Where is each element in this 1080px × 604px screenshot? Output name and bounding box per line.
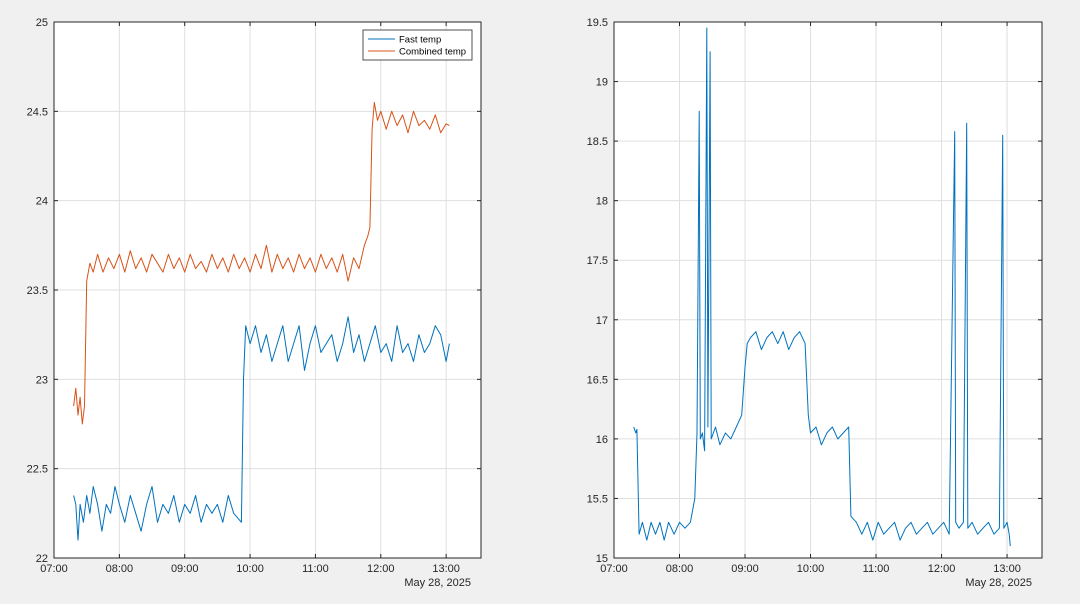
- x-tick-label: 09:00: [731, 563, 759, 575]
- chart-1: 07:00 08:00 09:00 10:00 11:00 12:00 13:00 22 22.…: [27, 17, 482, 589]
- series-line-2: [73, 101, 450, 425]
- y-tick-label: 16: [596, 434, 608, 446]
- y-tick-label: 18.5: [587, 136, 608, 148]
- axes-box: [613, 21, 1043, 559]
- x-tick-label: 08:00: [666, 563, 694, 575]
- y-tick-label: 15: [596, 553, 608, 565]
- x-tick-label: 10:00: [236, 563, 264, 575]
- y-tick-label: 18: [596, 196, 608, 208]
- legend-box: [362, 29, 473, 61]
- y-tick-label: 23.5: [27, 285, 48, 297]
- y-tick-label: 19: [596, 77, 608, 89]
- plot-area: [614, 22, 1042, 558]
- x-tick-label: 12:00: [367, 563, 395, 575]
- y-tick-label: 17: [596, 315, 608, 327]
- y-tick-label: 15.5: [587, 493, 608, 505]
- legend-label: Fast temp: [399, 35, 441, 46]
- x-tick-label: 11:00: [863, 563, 890, 575]
- x-tick-label: 10:00: [797, 563, 825, 575]
- x-tick-label: 08:00: [106, 563, 134, 575]
- y-tick-label: 22: [36, 553, 48, 565]
- x-tick-label: 12:00: [928, 563, 956, 575]
- x-tick-label: 07:00: [600, 563, 628, 575]
- y-tick-label: 24.5: [27, 106, 48, 118]
- y-tick-label: 23: [36, 374, 48, 386]
- x-tick-label: 07:00: [40, 563, 68, 575]
- x-tick-label: 13:00: [432, 563, 460, 575]
- y-tick-label: 16.5: [587, 374, 608, 386]
- series-line-1: [73, 316, 450, 541]
- y-tick-label: 24: [36, 196, 48, 208]
- y-tick-label: 17.5: [587, 255, 608, 267]
- y-tick-label: 19.5: [587, 17, 608, 29]
- y-tick-label: 22.5: [27, 464, 48, 476]
- y-tick-label: 25: [36, 17, 48, 29]
- series-line-1: [633, 27, 1011, 547]
- chart-2: 07:00 08:00 09:00 10:00 11:00 12:00 13:00 15 15.…: [587, 17, 1043, 589]
- date-label: May 28, 2025: [404, 577, 471, 589]
- date-label: May 28, 2025: [965, 577, 1032, 589]
- x-tick-label: 13:00: [993, 563, 1021, 575]
- x-tick-label: 11:00: [302, 563, 329, 575]
- x-tick-label: 09:00: [171, 563, 199, 575]
- legend-label: Combined temp: [399, 47, 466, 58]
